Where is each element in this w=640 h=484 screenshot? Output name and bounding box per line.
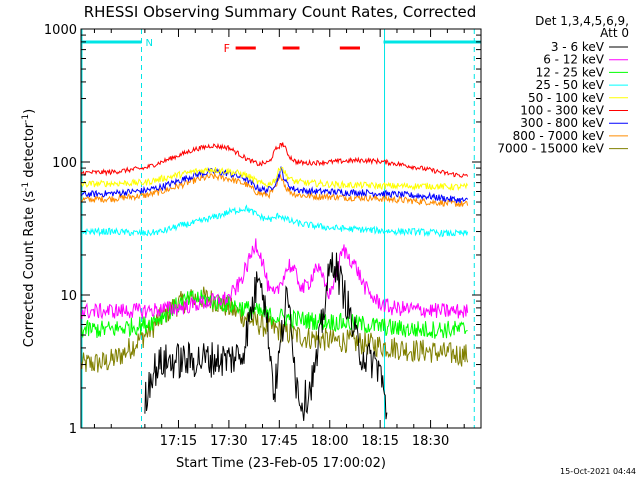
plot-area: N F xyxy=(80,28,482,429)
y-tick-label-1: 10 xyxy=(60,289,77,304)
chart-title: RHESSI Observing Summary Count Rates, Co… xyxy=(84,3,477,21)
x-axis-label: Start Time (23-Feb-05 17:00:02) xyxy=(176,456,386,471)
x-tick-label-4: 18:15 xyxy=(361,434,398,449)
legend-label-0: 3 - 6 keV xyxy=(551,40,605,54)
legend-label-4: 50 - 100 keV xyxy=(528,91,605,105)
series-line-3 xyxy=(81,204,469,238)
series-lines xyxy=(81,142,469,421)
x-tick-label-0: 17:15 xyxy=(160,434,197,449)
x-tick-label-1: 17:30 xyxy=(210,434,247,449)
y-label-part-close: ) xyxy=(22,109,37,114)
y-tick-label-3: 1000 xyxy=(44,23,77,38)
legend-label-7: 800 - 7000 keV xyxy=(513,129,605,143)
legend-label-5: 100 - 300 keV xyxy=(520,104,604,118)
series-line-5 xyxy=(81,142,469,178)
y-tick-label-0: 1 xyxy=(69,422,77,437)
legend-header-detectors: Det 1,3,4,5,6,9, xyxy=(535,14,629,28)
generation-timestamp: 15-Oct-2021 04:44 xyxy=(560,467,636,476)
flare-label: F xyxy=(224,42,230,55)
legend-header-attenuator: Att 0 xyxy=(600,26,629,40)
night-label: N xyxy=(146,38,153,49)
x-axis: 17:15 17:30 17:45 18:00 18:15 18:30 xyxy=(93,29,465,449)
x-tick-label-2: 17:45 xyxy=(261,434,298,449)
y-axis: 1 10 100 1000 xyxy=(44,23,481,437)
y-label-part-main: Corrected Count Rate (s xyxy=(22,191,37,348)
legend-label-8: 7000 - 15000 keV xyxy=(497,142,604,156)
series-line-2 xyxy=(81,289,468,339)
y-tick-label-2: 100 xyxy=(52,156,77,171)
legend-label-2: 12 - 25 keV xyxy=(536,65,605,79)
series-line-4 xyxy=(81,166,469,192)
y-label-part-detector: detector xyxy=(22,122,37,182)
y-label-exponent-2: -1 xyxy=(21,114,31,123)
night-markers: N xyxy=(81,29,481,428)
series-line-1 xyxy=(81,238,469,320)
series-line-6 xyxy=(81,166,469,204)
y-axis-label: Corrected Count Rate (s-1 detector-1) xyxy=(21,109,37,347)
flare-markers: F xyxy=(224,42,360,55)
x-tick-label-3: 18:00 xyxy=(311,434,348,449)
series-line-7 xyxy=(81,171,469,208)
legend-label-3: 25 - 50 keV xyxy=(536,78,605,92)
series-line-8 xyxy=(81,286,469,373)
x-tick-label-5: 18:30 xyxy=(412,434,449,449)
y-label-exponent-1: -1 xyxy=(21,182,31,191)
plot-frame xyxy=(80,28,482,429)
series-line-0 xyxy=(144,252,388,421)
legend-label-1: 6 - 12 keV xyxy=(543,53,605,67)
legend-label-6: 300 - 800 keV xyxy=(520,116,604,130)
